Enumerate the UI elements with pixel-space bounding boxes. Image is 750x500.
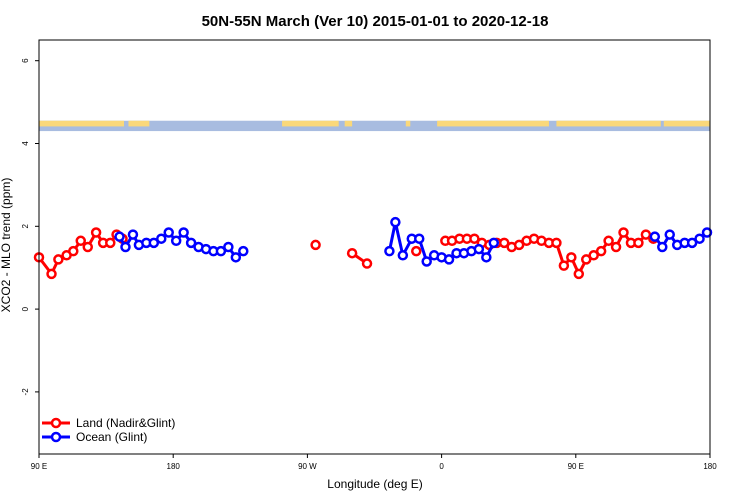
legend: Land (Nadir&Glint)Ocean (Glint) (42, 416, 175, 444)
series-0-point-6 (82, 241, 94, 253)
x-tick-label-3: 0 (439, 462, 444, 471)
y-tick-label-0: -2 (21, 388, 30, 396)
x-axis-label: Longitude (deg E) (327, 477, 422, 491)
tick-layer: 90 E 180 90 W 0 90 E 180 -2 0 2 4 6 (21, 58, 717, 471)
land-patch-2 (282, 120, 339, 127)
x-tick-label-4: 90 E (568, 462, 584, 471)
series-1-point-35 (649, 231, 661, 242)
x-tick-label-1: 180 (167, 462, 181, 471)
x-tick-label-5: 180 (703, 462, 717, 471)
series-0-point-24 (469, 233, 480, 244)
series-0-point-37 (566, 252, 577, 263)
series-1-point-2 (127, 229, 139, 240)
y-tick-label-4: 6 (21, 58, 30, 63)
series-0-point-4 (68, 245, 79, 257)
series-1-point-9 (178, 227, 189, 238)
series-1-point-27 (443, 254, 455, 265)
y-tick-label-2: 2 (21, 224, 30, 229)
land-patch-5 (437, 120, 549, 127)
legend-marker-1 (50, 431, 62, 443)
series-1-point-31 (473, 243, 485, 255)
series-1-point-16 (230, 252, 242, 263)
y-tick-label-3: 4 (21, 141, 30, 146)
series-1-point-23 (413, 233, 425, 244)
series-0-point-41 (595, 245, 607, 257)
chart-title: 50N-55N March (Ver 10) 2015-01-01 to 202… (202, 13, 549, 30)
land-patch-0 (39, 120, 124, 127)
land-patch-1 (128, 120, 150, 127)
series-0-point-43 (610, 241, 622, 253)
land-patch-4 (405, 120, 411, 127)
series-1-point-8 (170, 235, 182, 247)
series-1-point-0 (114, 231, 125, 242)
land-patch-3 (344, 120, 353, 127)
series-0-point-39 (580, 254, 592, 265)
legend-label-1: Ocean (Glint) (76, 430, 147, 444)
series-1-point-21 (397, 250, 409, 261)
series-0-point-18 (411, 245, 422, 257)
ocean-band (39, 120, 710, 132)
series-0-point-9 (105, 237, 116, 249)
series-layer (33, 216, 713, 280)
x-tick-label-0: 90 E (31, 462, 47, 471)
series-1-point-10 (185, 237, 197, 249)
series-0-point-16 (361, 258, 373, 269)
y-axis-label: XCO2 - MLO trend (ppm) (0, 178, 13, 313)
series-0-point-13 (310, 239, 321, 251)
legend-label-0: Land (Nadir&Glint) (76, 416, 175, 430)
series-1-point-37 (664, 229, 675, 240)
series-0-point-5 (75, 235, 87, 247)
series-1 (114, 216, 713, 267)
land-patch-6 (556, 120, 661, 127)
x-tick-label-2: 90 W (298, 462, 317, 471)
series-1-point-20 (390, 216, 401, 228)
series-0-point-46 (633, 237, 644, 249)
legend-marker-0 (50, 417, 62, 429)
series-1-point-32 (481, 252, 492, 263)
series-1-point-6 (156, 233, 167, 244)
plot-frame (38, 39, 711, 455)
series-0-point-15 (346, 247, 358, 259)
series-0-point-30 (513, 239, 525, 251)
series-1-point-1 (120, 241, 131, 253)
series-0-point-28 (498, 237, 510, 249)
series-0-point-40 (588, 250, 599, 261)
series-1-point-5 (148, 237, 160, 249)
series-1-point-19 (384, 245, 395, 257)
series-0-point-35 (551, 237, 562, 249)
series-1-point-24 (421, 256, 432, 267)
series-0-point-7 (90, 227, 102, 238)
series-0-point-42 (603, 235, 614, 247)
series-1-point-42 (701, 227, 713, 238)
y-tick-label-1: 0 (21, 306, 30, 311)
series-0-point-38 (573, 268, 585, 280)
series-1-point-40 (686, 237, 698, 249)
series-1-point-41 (694, 233, 705, 244)
series-0-point-47 (640, 229, 652, 240)
land-ocean-band (39, 120, 710, 132)
series-1-point-14 (215, 245, 227, 257)
land-patch-7 (663, 120, 710, 127)
series-1-point-15 (223, 241, 234, 253)
series-0-point-36 (558, 260, 570, 271)
series-1-point-33 (488, 237, 500, 249)
series-1-point-7 (163, 227, 174, 238)
series-0-point-1 (46, 268, 57, 280)
series-1-point-17 (238, 245, 249, 257)
series-0-point-44 (618, 227, 629, 238)
series-1-point-36 (657, 241, 668, 253)
series-0-point-2 (53, 254, 64, 265)
